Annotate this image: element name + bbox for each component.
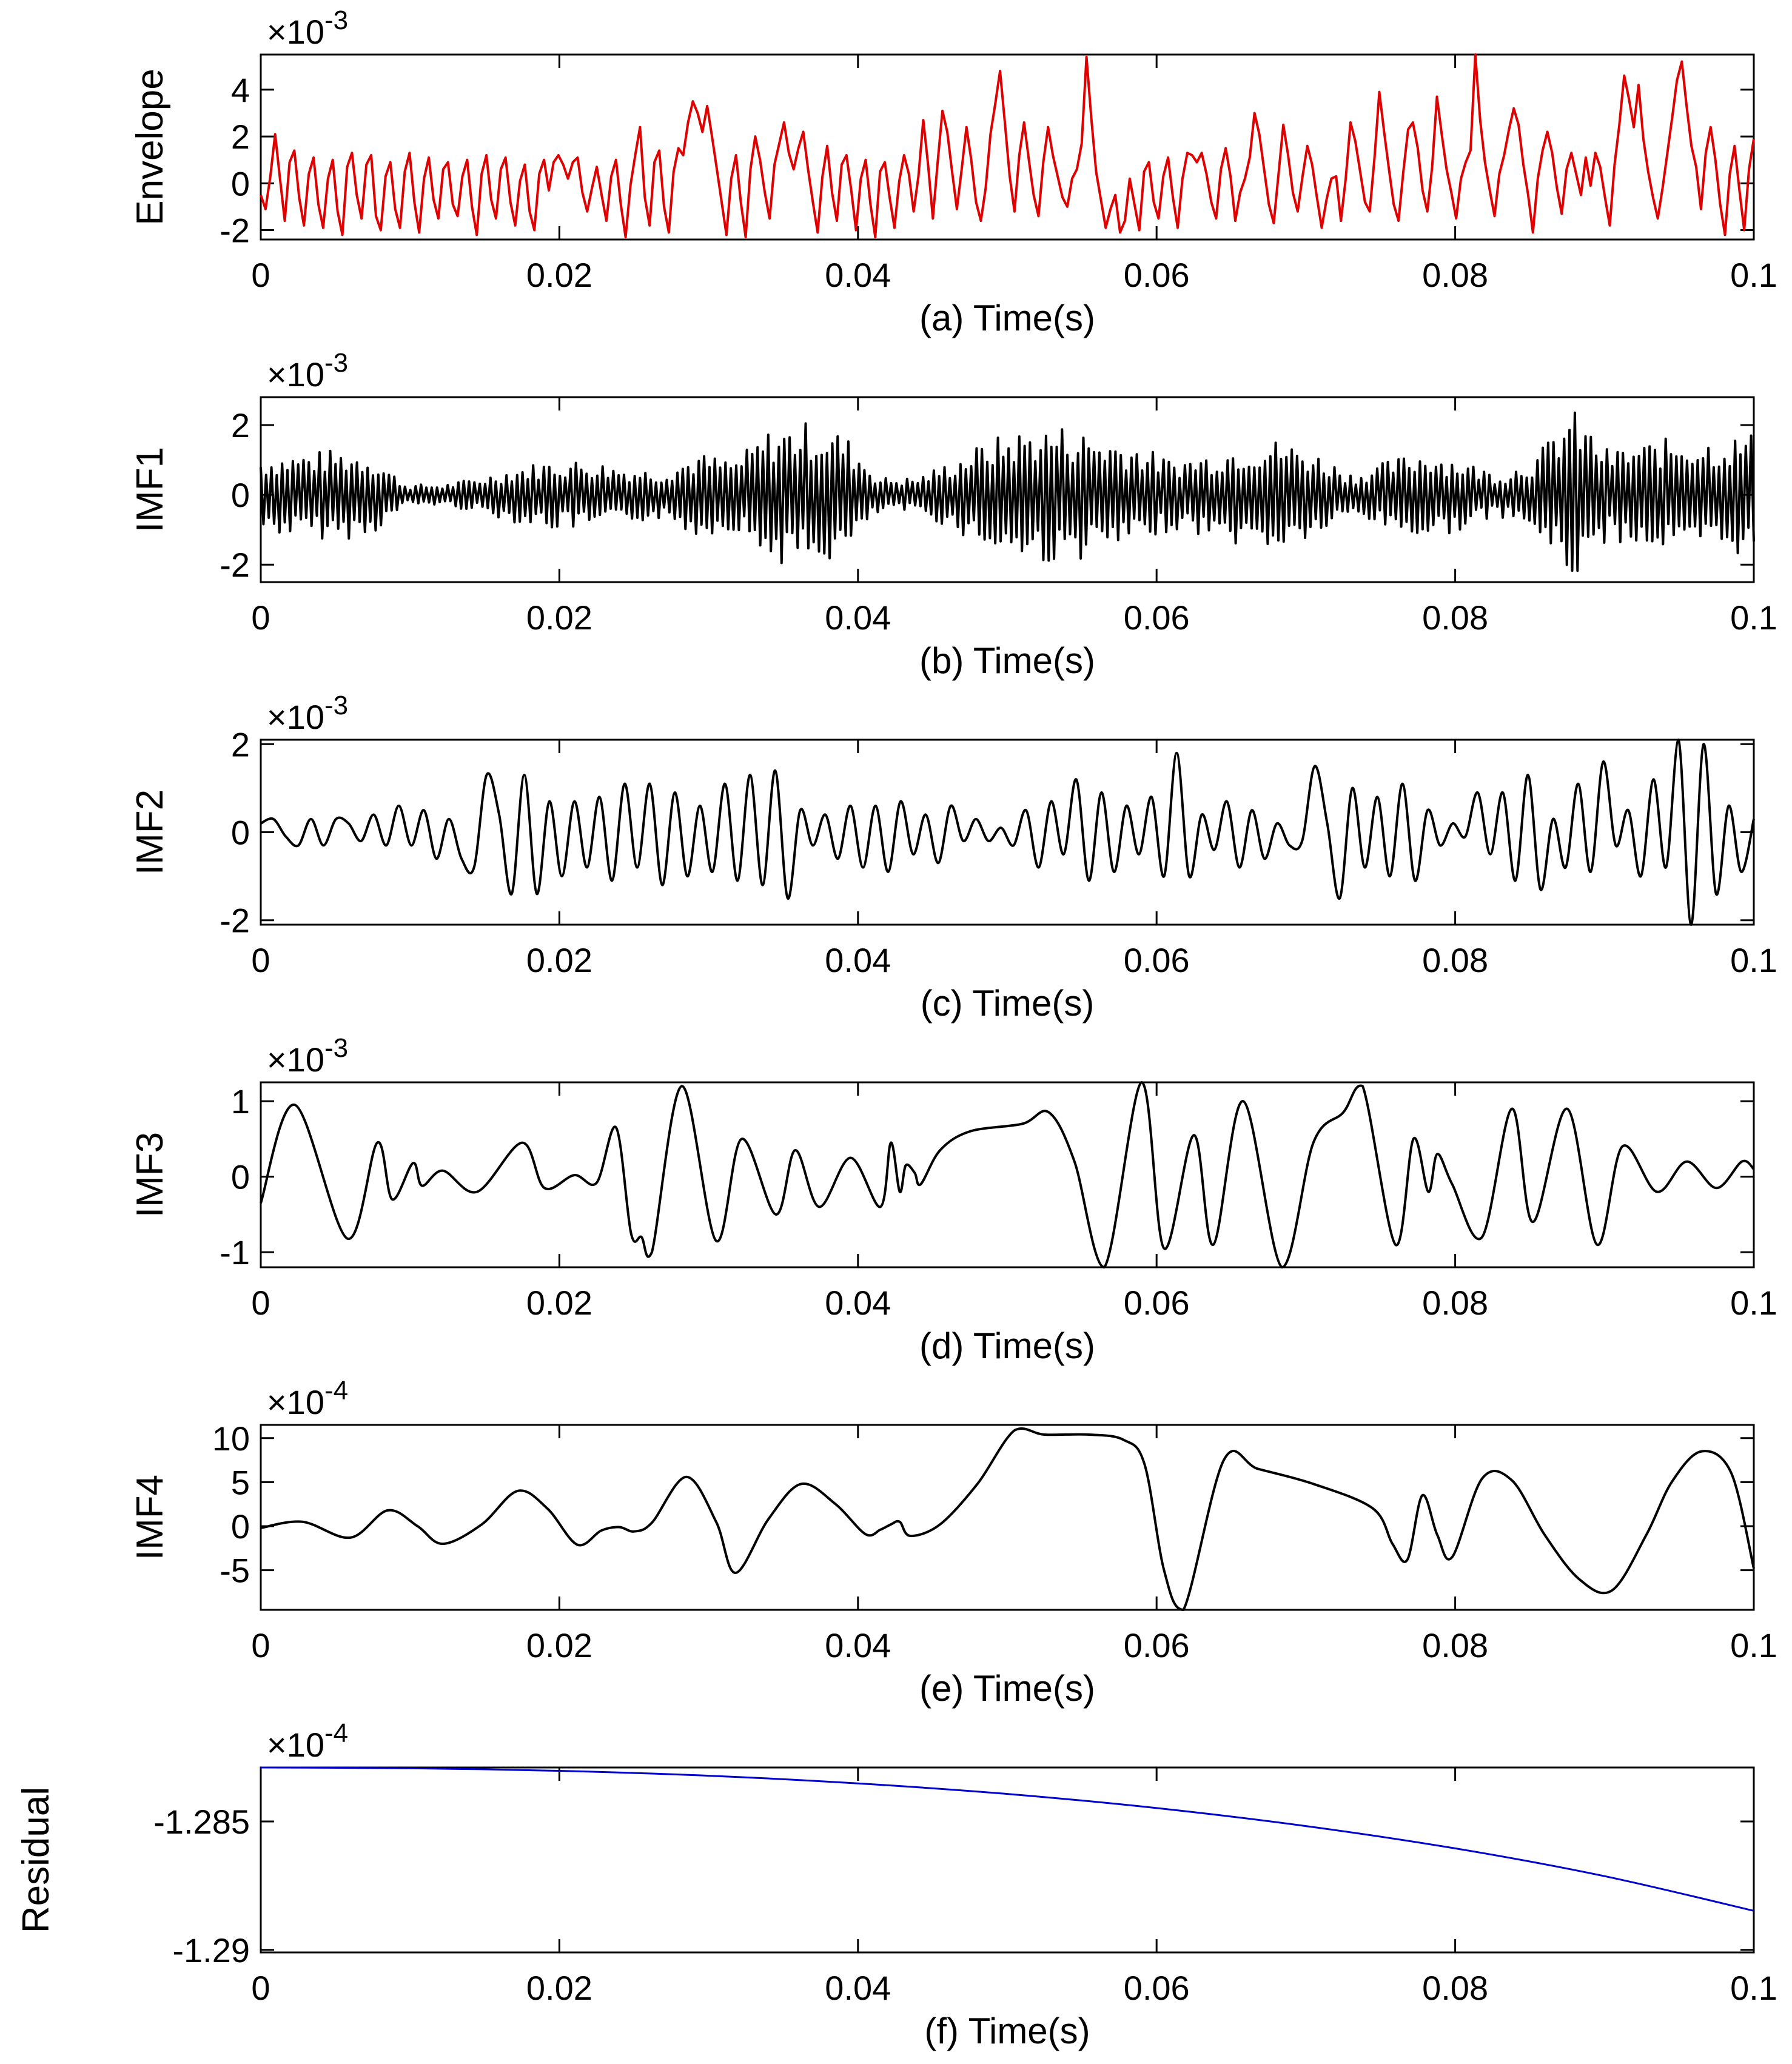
x-tick-label: 0.06 [1124,1284,1190,1322]
panel-b: 0 0.02 0.04 0.06 0.08 0.1-202×10-3(b) Time(s)… [129,348,1777,681]
x-tick-label: 0.06 [1124,256,1190,294]
x-tick-label: 0.1 [1730,256,1777,294]
x-tick-label: 0.06 [1124,1626,1190,1664]
y-tick-label: 0 [231,1507,250,1546]
y-tick-label: 1 [231,1082,250,1121]
y-axis-label: IMF3 [129,1132,171,1218]
series-line-imf2 [260,739,1755,926]
x-tick-label: 0.08 [1422,1626,1488,1664]
x-tick-label: 0.02 [526,1626,592,1664]
y-tick-label: -2 [220,212,250,250]
x-tick-label: 0.02 [526,1284,592,1322]
plot-frame [260,1766,1755,1954]
series-line-envelope [260,53,1755,239]
x-tick-label: 0 [251,598,270,637]
x-tick-label: 0.06 [1124,598,1190,637]
x-tick-label: 0.08 [1422,256,1488,294]
x-tick-label: 0.1 [1730,941,1777,979]
x-tick-label: 0.04 [825,1969,891,2007]
y-tick-label: 4 [231,71,250,109]
x-tick-label: 0.02 [526,256,592,294]
x-tick-label: 0.04 [825,1284,891,1322]
x-tick-label: 0 [251,1969,270,2007]
x-tick-label: 0 [251,1626,270,1664]
axis-multiplier: ×10-3 [267,5,348,51]
y-axis-label: IMF1 [129,447,171,532]
y-tick-label: -1 [220,1233,250,1272]
y-axis-label: Residual [15,1787,57,1933]
y-tick-label: -2 [220,902,250,940]
x-axis-label: (e) Time(s) [919,1668,1095,1709]
series-line-imf3 [260,1081,1755,1268]
x-axis-label: (f) Time(s) [924,2011,1090,2051]
x-tick-label: 0.08 [1422,598,1488,637]
x-tick-label: 0.04 [825,256,891,294]
y-tick-label: 0 [231,1158,250,1196]
series-line-residual [260,1766,1754,1912]
x-tick-label: 0.06 [1124,1969,1190,2007]
x-tick-label: 0.1 [1730,1626,1777,1664]
x-tick-label: 0.02 [526,598,592,637]
x-tick-label: 0.04 [825,598,891,637]
plot-frame [260,53,1755,241]
series-line-imf1 [260,411,1755,572]
axis-multiplier: ×10-3 [267,691,348,736]
y-tick-label: -1.29 [172,1931,250,1969]
plot-frame [260,739,1755,926]
y-tick-label: 0 [231,476,250,514]
x-tick-label: 0.08 [1422,1284,1488,1322]
x-tick-label: 0 [251,256,270,294]
y-axis-label: Envelope [129,69,171,226]
y-tick-label: -2 [220,546,250,584]
x-tick-label: 0.1 [1730,1969,1777,2007]
x-tick-label: 0.06 [1124,941,1190,979]
x-tick-label: 0.1 [1730,598,1777,637]
x-tick-label: 0.08 [1422,1969,1488,2007]
y-tick-label: 10 [212,1419,250,1458]
axis-multiplier: ×10-4 [267,1718,348,1764]
x-axis-label: (d) Time(s) [919,1325,1095,1366]
series-line-imf4 [260,1427,1755,1611]
y-tick-label: 2 [231,725,250,763]
y-tick-label: -5 [220,1552,250,1590]
x-tick-label: 0.04 [825,941,891,979]
x-axis-label: (c) Time(s) [921,983,1095,1024]
x-axis-label: (b) Time(s) [919,640,1095,681]
y-axis-label: IMF2 [129,789,171,875]
x-tick-label: 0 [251,1284,270,1322]
x-tick-label: 0.02 [526,941,592,979]
x-tick-label: 0.08 [1422,941,1488,979]
axis-multiplier: ×10-4 [267,1376,348,1421]
y-tick-label: 0 [231,814,250,852]
plot-frame [260,1424,1755,1611]
y-axis-label: IMF4 [129,1475,171,1560]
y-tick-label: 2 [231,118,250,156]
y-tick-label: 0 [231,164,250,203]
x-tick-label: 0.04 [825,1626,891,1664]
plot-frame [260,1081,1755,1268]
panel-d: 0 0.02 0.04 0.06 0.08 0.1-101×10-3(d) Time(s)… [129,1033,1777,1366]
axis-multiplier: ×10-3 [267,348,348,394]
x-axis-label: (a) Time(s) [919,298,1095,338]
x-tick-label: 0.02 [526,1969,592,2007]
y-tick-label: -1.285 [153,1803,250,1841]
y-tick-label: 2 [231,406,250,444]
axis-multiplier: ×10-3 [267,1033,348,1079]
panel-c: 0 0.02 0.04 0.06 0.08 0.1-202×10-3(c) Time(s)… [129,691,1777,1024]
x-tick-label: 0 [251,941,270,979]
x-tick-label: 0.1 [1730,1284,1777,1322]
y-tick-label: 5 [231,1463,250,1501]
panel-f: 0 0.02 0.04 0.06 0.08 0.1 -1.29 -1.285 ×10-4 (f) … [15,1718,1777,2051]
